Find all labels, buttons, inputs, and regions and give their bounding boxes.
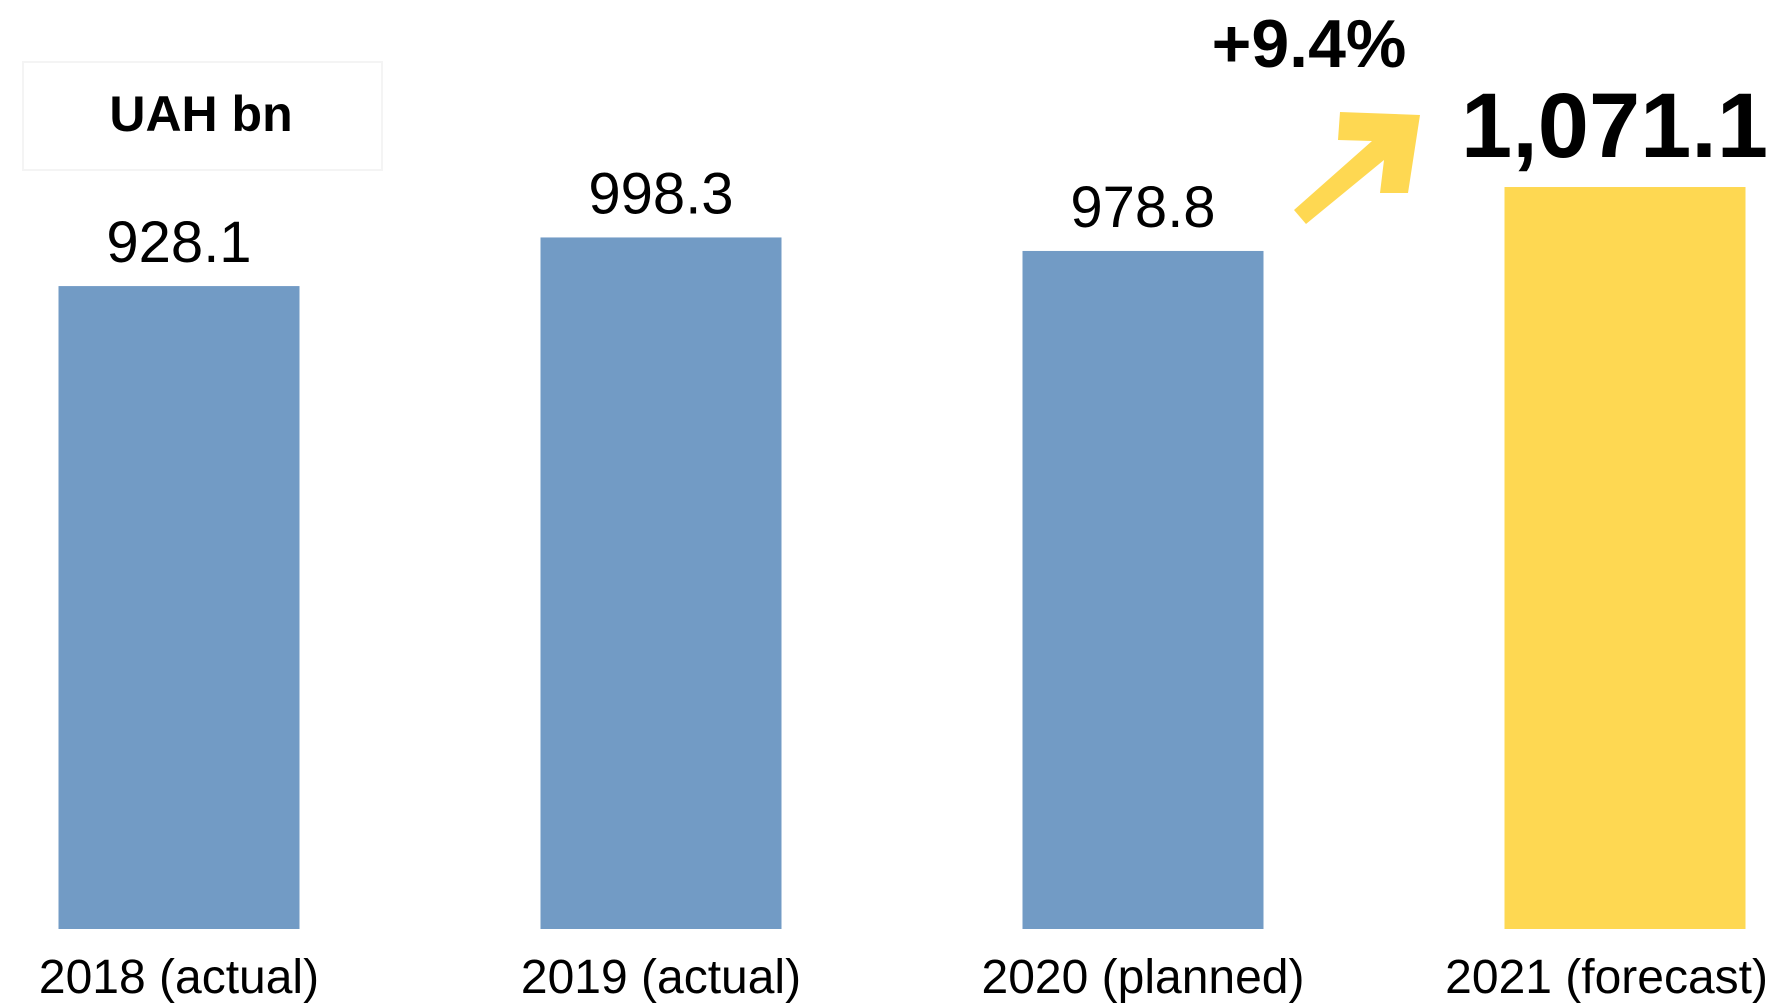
x-tick-label: 2019 (actual) (521, 951, 801, 1004)
unit-box (22, 61, 383, 171)
value-label: 998.3 (588, 161, 733, 226)
x-tick-label: 2021 (forecast) (1445, 951, 1768, 1004)
bar (58, 286, 300, 929)
bar (1504, 187, 1746, 929)
x-tick-label: 2018 (actual) (39, 951, 319, 1004)
growth-annotation: +9.4% (1212, 6, 1407, 82)
x-tick-label: 2020 (planned) (982, 951, 1305, 1004)
bar (1022, 250, 1264, 929)
value-label: 928.1 (106, 210, 251, 275)
bar (540, 237, 782, 929)
value-label: 978.8 (1070, 175, 1215, 240)
value-label: 1,071.1 (1461, 75, 1768, 177)
growth-arrow (1294, 112, 1420, 224)
unit-label: UAH bn (109, 86, 292, 142)
